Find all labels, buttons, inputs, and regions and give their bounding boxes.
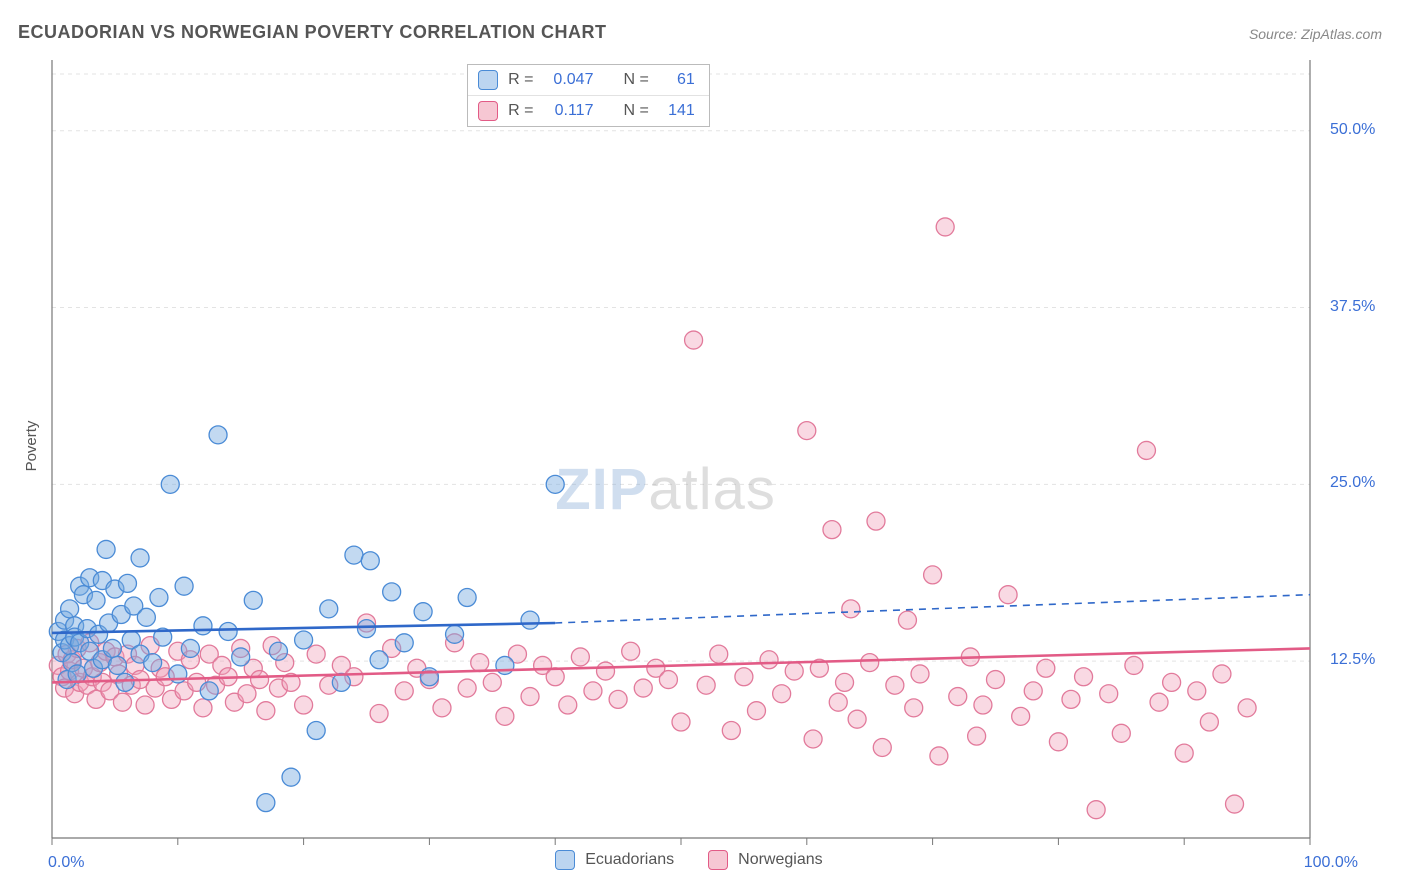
- legend-swatch: [708, 850, 728, 870]
- y-tick-label: 12.5%: [1330, 651, 1375, 669]
- legend-row: R = 0.117 N = 141: [468, 95, 709, 126]
- legend-n-value: 61: [659, 71, 695, 89]
- series-legend-label: Norwegians: [738, 851, 822, 869]
- legend-n-value: 141: [659, 102, 695, 120]
- x-max-label: 100.0%: [1304, 854, 1358, 872]
- legend-r-value: 0.047: [543, 71, 593, 89]
- legend-swatch: [555, 850, 575, 870]
- series-legend-entry: Norwegians: [708, 850, 822, 870]
- legend-n-label: N =: [623, 71, 648, 89]
- series-legend: Ecuadorians Norwegians: [555, 850, 822, 870]
- y-tick-label: 50.0%: [1330, 121, 1375, 139]
- legend-r-label: R =: [508, 71, 533, 89]
- legend-swatch: [478, 70, 498, 90]
- legend-r-value: 0.117: [543, 102, 593, 120]
- legend-n-label: N =: [623, 102, 648, 120]
- y-tick-label: 37.5%: [1330, 298, 1375, 316]
- legend-swatch: [478, 101, 498, 121]
- series-legend-entry: Ecuadorians: [555, 850, 674, 870]
- correlation-legend: R = 0.047 N = 61 R = 0.117 N = 141: [467, 64, 710, 127]
- scatter-chart: [0, 0, 1406, 892]
- series-legend-label: Ecuadorians: [585, 851, 674, 869]
- y-tick-label: 25.0%: [1330, 474, 1375, 492]
- legend-r-label: R =: [508, 102, 533, 120]
- legend-row: R = 0.047 N = 61: [468, 65, 709, 95]
- x-min-label: 0.0%: [48, 854, 84, 872]
